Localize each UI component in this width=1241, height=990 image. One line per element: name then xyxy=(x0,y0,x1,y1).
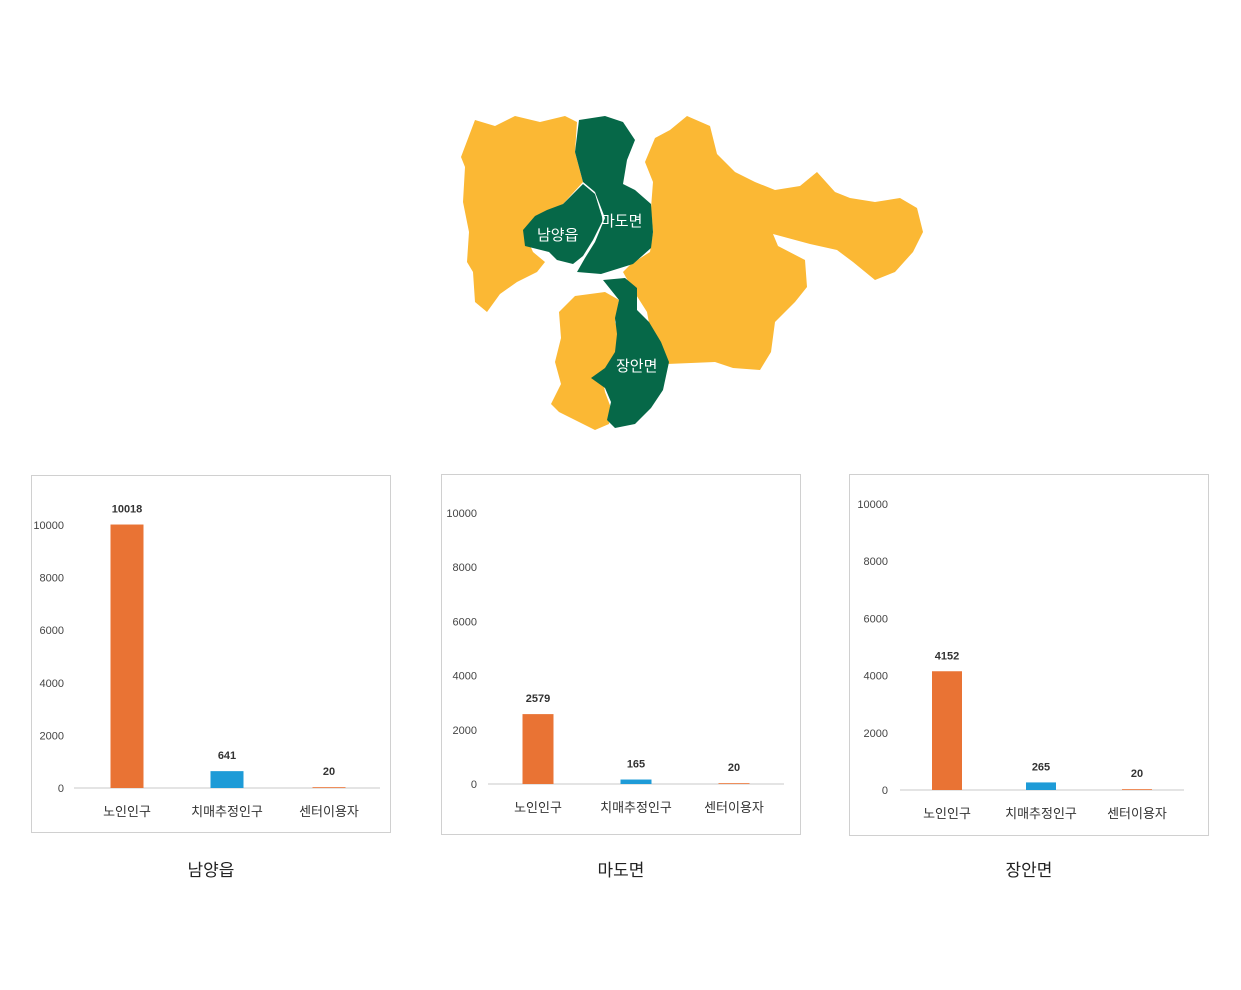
bar xyxy=(932,671,962,790)
data-label: 10018 xyxy=(112,504,143,516)
bar xyxy=(210,771,244,788)
y-tick-label: 10000 xyxy=(446,508,477,520)
y-tick-label: 6000 xyxy=(40,625,64,637)
category-label: 치매추정인구 xyxy=(1005,807,1077,822)
chart-namyang-svg: 0 2000 4000 6000 8000 10000 10018 노인인구 641 치매추정인구… xyxy=(33,504,380,820)
chart-namyang: 0 2000 4000 6000 8000 10000 10018 노인인구 641 치매추정인구… xyxy=(31,475,391,833)
chart-jangan-svg: 0 2000 4000 6000 8000 10000 4152 노인인구 265 치매추정인구 2… xyxy=(857,499,1184,822)
data-label: 4152 xyxy=(935,650,959,662)
y-tick-label: 8000 xyxy=(864,556,888,568)
bar xyxy=(522,714,554,784)
category-label: 센터이용자 xyxy=(299,805,359,820)
category-label: 노인인구 xyxy=(103,805,151,820)
map-region-east xyxy=(623,116,923,370)
y-tick-label: 10000 xyxy=(33,520,64,532)
chart-jangan: 0 2000 4000 6000 8000 10000 4152 노인인구 265 치매추정인구 2… xyxy=(849,474,1209,836)
category-label: 센터이용자 xyxy=(704,801,764,816)
bar xyxy=(312,787,346,788)
caption-namyang: 남양읍 xyxy=(187,861,235,881)
category-label: 치매추정인구 xyxy=(600,801,672,816)
bar xyxy=(620,779,652,784)
map-label-jangan: 장안면 xyxy=(616,357,657,375)
y-tick-label: 0 xyxy=(58,783,64,795)
category-label: 치매추정인구 xyxy=(191,805,263,820)
chart-mado-svg: 0 2000 4000 6000 8000 10000 2579 노인인구 165 치매추정인구 2… xyxy=(446,508,784,816)
data-label: 265 xyxy=(1032,761,1050,773)
map-region-west xyxy=(461,116,583,312)
bar xyxy=(718,783,750,784)
y-tick-label: 6000 xyxy=(864,613,888,625)
y-tick-label: 6000 xyxy=(453,616,477,628)
category-label: 노인인구 xyxy=(923,807,971,822)
category-label: 센터이용자 xyxy=(1107,807,1167,822)
y-tick-label: 4000 xyxy=(40,678,64,690)
bar xyxy=(1026,782,1056,790)
data-label: 20 xyxy=(728,762,740,774)
y-tick-label: 8000 xyxy=(453,562,477,574)
y-tick-label: 0 xyxy=(882,785,888,797)
y-tick-label: 4000 xyxy=(864,671,888,683)
map-region-south xyxy=(551,292,623,430)
map-region-jangan xyxy=(591,278,669,428)
y-tick-label: 4000 xyxy=(453,671,477,683)
data-label: 641 xyxy=(218,750,236,762)
chart-mado: 0 2000 4000 6000 8000 10000 2579 노인인구 165 치매추정인구 2… xyxy=(441,474,801,835)
data-label: 20 xyxy=(323,766,335,778)
y-tick-label: 8000 xyxy=(40,573,64,585)
y-tick-label: 2000 xyxy=(864,728,888,740)
region-map: 남양읍 마도면 장안면 xyxy=(461,116,923,430)
y-tick-label: 2000 xyxy=(453,725,477,737)
map-label-mado: 마도면 xyxy=(601,212,642,230)
data-label: 165 xyxy=(627,759,645,771)
data-label: 2579 xyxy=(526,693,550,705)
y-tick-label: 0 xyxy=(471,779,477,791)
map-region-mado xyxy=(575,116,653,274)
bar xyxy=(1122,789,1152,790)
category-label: 노인인구 xyxy=(514,801,562,816)
map-label-namyang: 남양읍 xyxy=(537,226,578,244)
caption-jangan: 장안면 xyxy=(1005,861,1053,881)
data-label: 20 xyxy=(1131,768,1143,780)
y-tick-label: 2000 xyxy=(40,730,64,742)
bar xyxy=(110,524,144,788)
caption-mado: 마도면 xyxy=(597,861,645,881)
map-region-namyang xyxy=(523,184,603,264)
y-tick-label: 10000 xyxy=(857,499,888,511)
